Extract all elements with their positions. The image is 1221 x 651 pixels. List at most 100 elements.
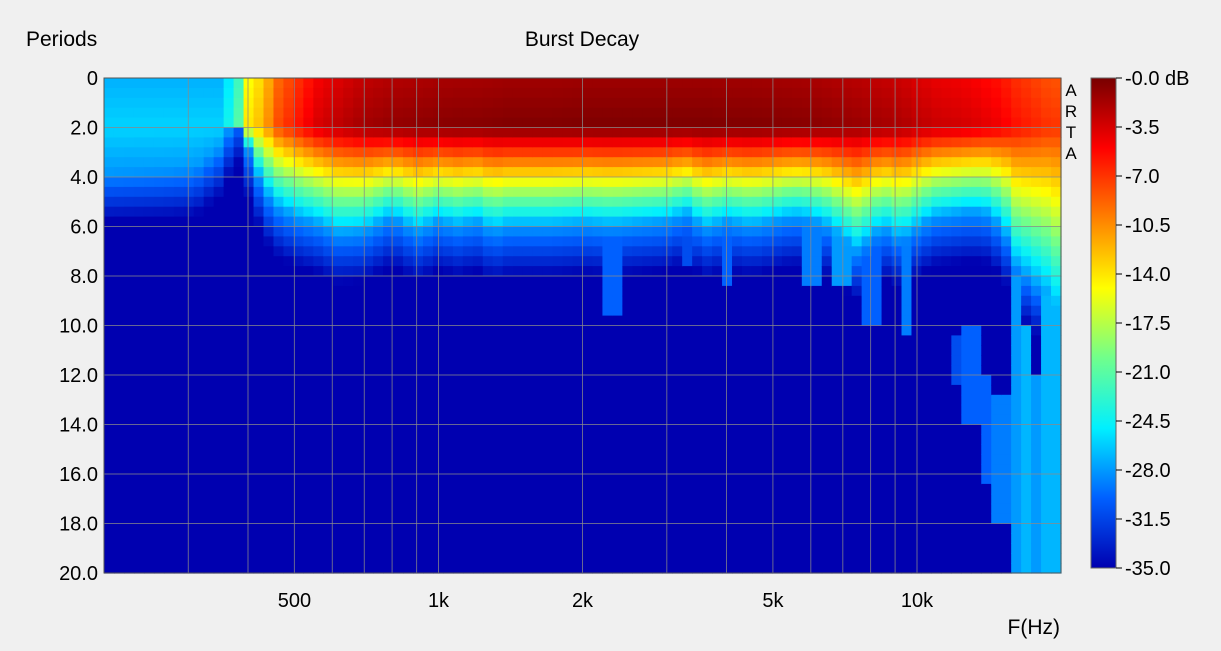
heatmap-cell	[462, 464, 474, 475]
heatmap-cell	[682, 533, 693, 544]
heatmap-cell	[971, 424, 982, 435]
heatmap-cell	[462, 127, 474, 138]
heatmap-cell	[961, 107, 972, 119]
heatmap-cell	[702, 325, 713, 336]
heatmap-cell	[712, 384, 723, 396]
heatmap-cell	[403, 345, 414, 356]
heatmap-cell	[881, 533, 893, 544]
heatmap-cell	[771, 236, 783, 247]
heatmap-cell	[1031, 78, 1042, 89]
heatmap-cell	[383, 157, 394, 168]
heatmap-cell	[761, 345, 773, 356]
heatmap-cell	[113, 493, 125, 505]
heatmap-cell	[203, 414, 215, 426]
heatmap-cell	[652, 414, 663, 426]
heatmap-cell	[253, 107, 265, 119]
heatmap-cell	[1051, 216, 1062, 228]
heatmap-cell	[482, 87, 494, 99]
heatmap-cell	[1011, 375, 1022, 386]
heatmap-cell	[183, 276, 195, 287]
heatmap-cell	[173, 196, 185, 208]
heatmap-cell	[652, 266, 663, 277]
heatmap-cell	[153, 78, 165, 89]
heatmap-cell	[522, 315, 534, 327]
heatmap-cell	[811, 167, 823, 178]
heatmap-cell	[951, 216, 962, 228]
heatmap-cell	[393, 483, 404, 495]
heatmap-cell	[223, 454, 235, 465]
heatmap-cell	[283, 186, 295, 198]
heatmap-cell	[592, 305, 604, 317]
heatmap-cell	[612, 157, 623, 168]
heatmap-cell	[871, 404, 883, 416]
heatmap-cell	[702, 226, 713, 237]
heatmap-cell	[861, 434, 873, 445]
heatmap-cell	[492, 246, 504, 257]
heatmap-cell	[143, 375, 155, 386]
heatmap-cell	[452, 127, 464, 138]
heatmap-cell	[502, 167, 514, 178]
heatmap-cell	[931, 137, 942, 148]
heatmap-cell	[1041, 523, 1052, 534]
heatmap-cell	[283, 444, 295, 455]
heatmap-cell	[981, 147, 992, 158]
heatmap-cell	[442, 226, 454, 237]
heatmap-cell	[811, 424, 823, 435]
heatmap-cell	[602, 543, 614, 554]
heatmap-cell	[781, 107, 793, 119]
heatmap-cell	[502, 295, 514, 307]
heatmap-cell	[951, 434, 962, 445]
heatmap-cell	[791, 365, 803, 376]
heatmap-cell	[293, 503, 304, 515]
heatmap-cell	[213, 503, 225, 515]
heatmap-cell	[781, 285, 793, 297]
heatmap-cell	[462, 107, 474, 119]
heatmap-cell	[1041, 434, 1052, 445]
heatmap-cell	[1021, 226, 1032, 237]
heatmap-cell	[951, 87, 962, 99]
heatmap-cell	[452, 404, 464, 416]
heatmap-cell	[642, 285, 653, 297]
heatmap-cell	[442, 355, 454, 366]
heatmap-cell	[801, 563, 813, 574]
heatmap-cell	[522, 78, 534, 89]
heatmap-cell	[951, 454, 962, 465]
heatmap-cell	[702, 107, 713, 119]
heatmap-cell	[393, 285, 404, 297]
heatmap-cell	[353, 78, 364, 89]
heatmap-cell	[722, 196, 733, 208]
heatmap-cell	[702, 256, 713, 267]
heatmap-cell	[123, 553, 135, 564]
heatmap-cell	[662, 345, 673, 356]
heatmap-cell	[871, 523, 883, 534]
heatmap-cell	[831, 483, 843, 495]
heatmap-cell	[941, 414, 952, 426]
heatmap-cell	[652, 186, 663, 198]
heatmap-cell	[143, 315, 155, 327]
heatmap-cell	[831, 345, 843, 356]
heatmap-cell	[951, 365, 962, 376]
heatmap-cell	[811, 236, 823, 247]
heatmap-cell	[981, 186, 992, 198]
heatmap-cell	[442, 503, 454, 515]
heatmap-cell	[981, 216, 992, 228]
heatmap-cell	[133, 394, 145, 406]
heatmap-cell	[931, 186, 942, 198]
heatmap-cell	[761, 285, 773, 297]
heatmap-cell	[213, 157, 225, 168]
heatmap-cell	[751, 147, 763, 158]
heatmap-cell	[1031, 236, 1042, 247]
heatmap-cell	[602, 394, 614, 406]
heatmap-cell	[283, 503, 295, 515]
heatmap-cell	[781, 563, 793, 574]
heatmap-cell	[961, 315, 972, 327]
heatmap-cell	[353, 523, 364, 534]
heatmap-cell	[403, 206, 414, 218]
heatmap-cell	[462, 206, 474, 218]
heatmap-cell	[861, 483, 873, 495]
heatmap-cell	[233, 335, 245, 346]
heatmap-cell	[193, 107, 205, 119]
heatmap-cell	[851, 355, 863, 366]
heatmap-cell	[532, 226, 544, 237]
heatmap-cell	[143, 454, 155, 465]
